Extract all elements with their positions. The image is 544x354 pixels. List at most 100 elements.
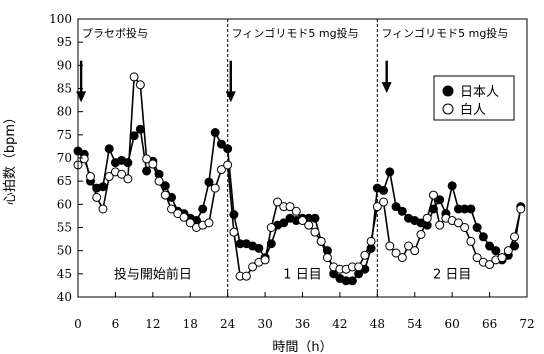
y-tick-label: 50: [57, 244, 72, 258]
white-point: [104, 172, 114, 182]
series-line-japanese: [77, 127, 522, 282]
white-point: [123, 174, 133, 184]
y-tick-label: 95: [57, 35, 72, 49]
white-point: [503, 246, 513, 256]
japanese-point: [229, 210, 239, 220]
x-tick-label: 54: [407, 317, 423, 331]
japanese-point: [254, 243, 264, 253]
japanese-point: [223, 144, 233, 154]
white-point: [453, 218, 463, 228]
white-point: [260, 255, 270, 265]
white-point: [360, 250, 370, 260]
white-point: [416, 229, 426, 239]
japanese-point: [266, 239, 276, 249]
y-tick-label: 60: [57, 197, 72, 211]
x-tick-label: 12: [145, 317, 160, 331]
x-tick-label: 60: [445, 317, 460, 331]
x-tick-label: 6: [112, 317, 120, 331]
dose-annotations: プラセボ投与 フィンゴリモド5 mg投与 フィンゴリモド5 mg投与: [82, 26, 508, 40]
white-point: [179, 212, 189, 222]
y-tick-label: 80: [57, 105, 72, 119]
white-point: [135, 80, 145, 90]
white-point: [273, 197, 283, 207]
dose-arrow-head: [381, 82, 392, 94]
legend-label: 日本人: [460, 85, 499, 100]
white-point: [167, 204, 177, 214]
white-point: [510, 232, 520, 242]
white-point: [435, 220, 445, 230]
y-tick-label: 75: [57, 128, 72, 142]
white-point: [372, 202, 382, 212]
japanese-point: [397, 206, 407, 216]
y-axis-label: 心拍数（bpm）: [3, 111, 18, 205]
japanese-point: [466, 204, 476, 214]
white-point: [229, 227, 239, 237]
dose-annotation: フィンゴリモド5 mg投与: [232, 26, 359, 40]
dose-annotation: プラセボ投与: [82, 26, 148, 40]
japanese-point: [279, 218, 289, 228]
white-point: [428, 190, 438, 200]
dose-arrow-head: [225, 91, 236, 103]
white-point: [354, 262, 364, 272]
white-point: [497, 253, 507, 263]
japanese-point: [135, 124, 145, 134]
white-point: [154, 176, 164, 186]
white-point: [460, 223, 470, 232]
x-tick-label: 30: [257, 317, 272, 331]
white-point: [304, 220, 314, 230]
japanese-point: [435, 195, 445, 205]
japanese-point: [98, 182, 108, 192]
y-tick-label: 40: [57, 290, 72, 304]
white-point: [117, 169, 127, 179]
japanese-point: [472, 223, 482, 232]
white-point: [204, 218, 214, 228]
white-point: [142, 154, 152, 164]
y-tick-label: 90: [57, 58, 72, 72]
white-point: [298, 216, 307, 226]
japanese-point: [129, 131, 139, 141]
japanese-point: [142, 166, 152, 176]
white-point: [422, 213, 432, 223]
white-point: [379, 197, 389, 207]
legend-label: 白人: [460, 102, 486, 118]
japanese-point: [216, 139, 226, 149]
white-point: [404, 241, 414, 251]
y-tick-label: 70: [57, 151, 72, 165]
white-point: [485, 260, 495, 270]
japanese-point: [478, 232, 488, 242]
white-point: [285, 202, 295, 212]
dose-arrow-head: [76, 91, 87, 103]
x-tick-label: 24: [220, 317, 236, 331]
period-label: 投与開始前日: [114, 266, 192, 282]
white-point: [310, 227, 320, 237]
japanese-point: [428, 204, 438, 214]
white-point: [85, 172, 95, 182]
japanese-point: [485, 241, 495, 251]
x-tick-label: 66: [482, 317, 497, 331]
y-tick-label: 65: [57, 174, 72, 188]
legend-marker: [442, 85, 454, 97]
white-point: [216, 165, 226, 175]
japanese-point: [391, 202, 401, 212]
x-tick-label: 18: [183, 317, 198, 331]
white-point: [291, 206, 301, 216]
white-point: [223, 160, 233, 170]
x-tick-label: 0: [74, 317, 82, 331]
x-tick-labels: 0 6 12 18 24 30 36 42 48 54 60 66 72: [74, 317, 534, 331]
japanese-point: [385, 167, 395, 177]
japanese-point: [379, 185, 389, 195]
period-label: 2 日目: [433, 267, 471, 282]
japanese-point: [198, 204, 208, 214]
white-point: [366, 236, 376, 246]
japanese-point: [447, 181, 457, 191]
japanese-point: [104, 144, 114, 154]
x-tick-label: 36: [295, 317, 310, 331]
japanese-point: [347, 276, 357, 286]
white-point: [160, 190, 170, 200]
y-tick-label: 55: [57, 221, 72, 235]
y-tick-label: 85: [57, 82, 72, 96]
period-dividers: [227, 19, 378, 297]
japanese-point: [160, 181, 170, 191]
